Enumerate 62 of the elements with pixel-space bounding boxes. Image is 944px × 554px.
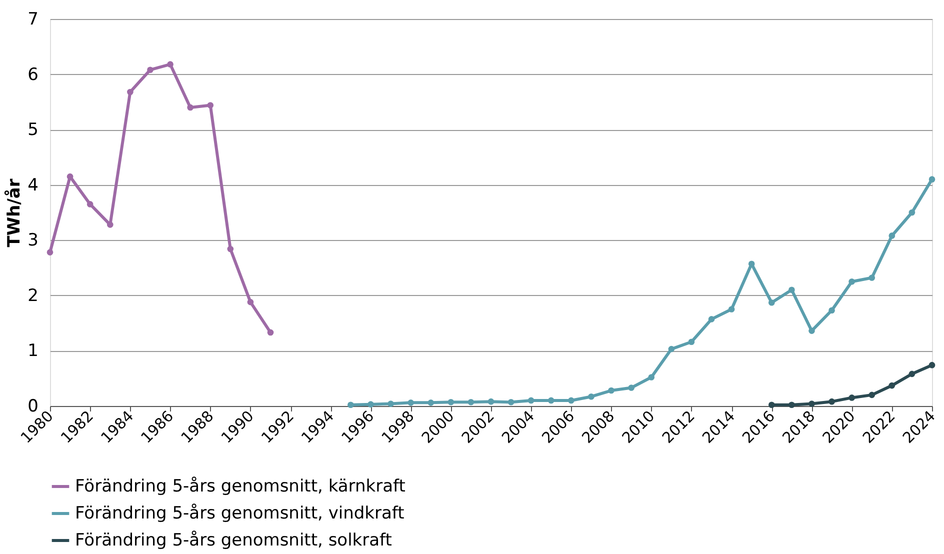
y-tick-label: 7 bbox=[28, 10, 38, 30]
y-tick-label: 0 bbox=[28, 396, 38, 416]
point bbox=[708, 316, 715, 322]
point bbox=[828, 307, 835, 314]
point bbox=[868, 274, 876, 281]
point bbox=[86, 201, 94, 208]
point bbox=[788, 402, 795, 408]
point bbox=[247, 298, 254, 306]
point bbox=[428, 400, 434, 406]
point bbox=[888, 382, 896, 389]
point bbox=[528, 397, 534, 404]
point bbox=[888, 232, 896, 239]
point bbox=[768, 402, 775, 408]
point bbox=[106, 222, 114, 228]
point bbox=[648, 374, 655, 380]
point bbox=[388, 400, 394, 407]
point bbox=[167, 61, 174, 68]
point bbox=[808, 328, 815, 334]
point bbox=[548, 397, 554, 404]
point bbox=[808, 400, 815, 407]
y-tick-label: 3 bbox=[28, 230, 38, 251]
point bbox=[448, 398, 454, 406]
point bbox=[187, 104, 194, 111]
point bbox=[468, 398, 474, 406]
point bbox=[788, 286, 795, 294]
y-tick-label: 1 bbox=[28, 341, 38, 362]
y-tick-label: 6 bbox=[28, 64, 38, 85]
point bbox=[628, 384, 634, 391]
point bbox=[928, 176, 936, 182]
point bbox=[908, 370, 916, 378]
point bbox=[147, 66, 154, 74]
point bbox=[688, 338, 695, 346]
y-axis-title: TWh/år bbox=[4, 178, 25, 248]
point bbox=[508, 398, 514, 406]
point bbox=[488, 398, 494, 405]
point bbox=[728, 306, 735, 312]
point bbox=[46, 249, 54, 256]
point bbox=[348, 402, 354, 408]
point bbox=[207, 102, 214, 108]
point bbox=[608, 387, 614, 394]
point bbox=[908, 209, 916, 216]
point bbox=[668, 346, 675, 352]
point bbox=[588, 393, 594, 400]
point bbox=[127, 88, 134, 96]
point bbox=[408, 400, 414, 406]
point bbox=[267, 329, 274, 336]
legend-label: Förändring 5-års genomsnitt, solkraft bbox=[75, 530, 392, 550]
point bbox=[868, 392, 876, 398]
point bbox=[928, 362, 936, 368]
legend-label: Förändring 5-års genomsnitt, vindkraft bbox=[75, 504, 405, 524]
legend-label: Förändring 5-års genomsnitt, kärnkraft bbox=[75, 476, 406, 496]
point bbox=[66, 173, 74, 180]
point bbox=[848, 394, 855, 401]
point bbox=[368, 401, 374, 408]
point bbox=[227, 246, 234, 252]
point bbox=[768, 299, 775, 306]
point bbox=[568, 397, 574, 404]
y-tick-label: 5 bbox=[28, 120, 38, 140]
point bbox=[828, 398, 835, 405]
y-tick-label: 2 bbox=[28, 286, 38, 306]
y-tick-label: 4 bbox=[28, 175, 38, 196]
point bbox=[848, 278, 855, 285]
